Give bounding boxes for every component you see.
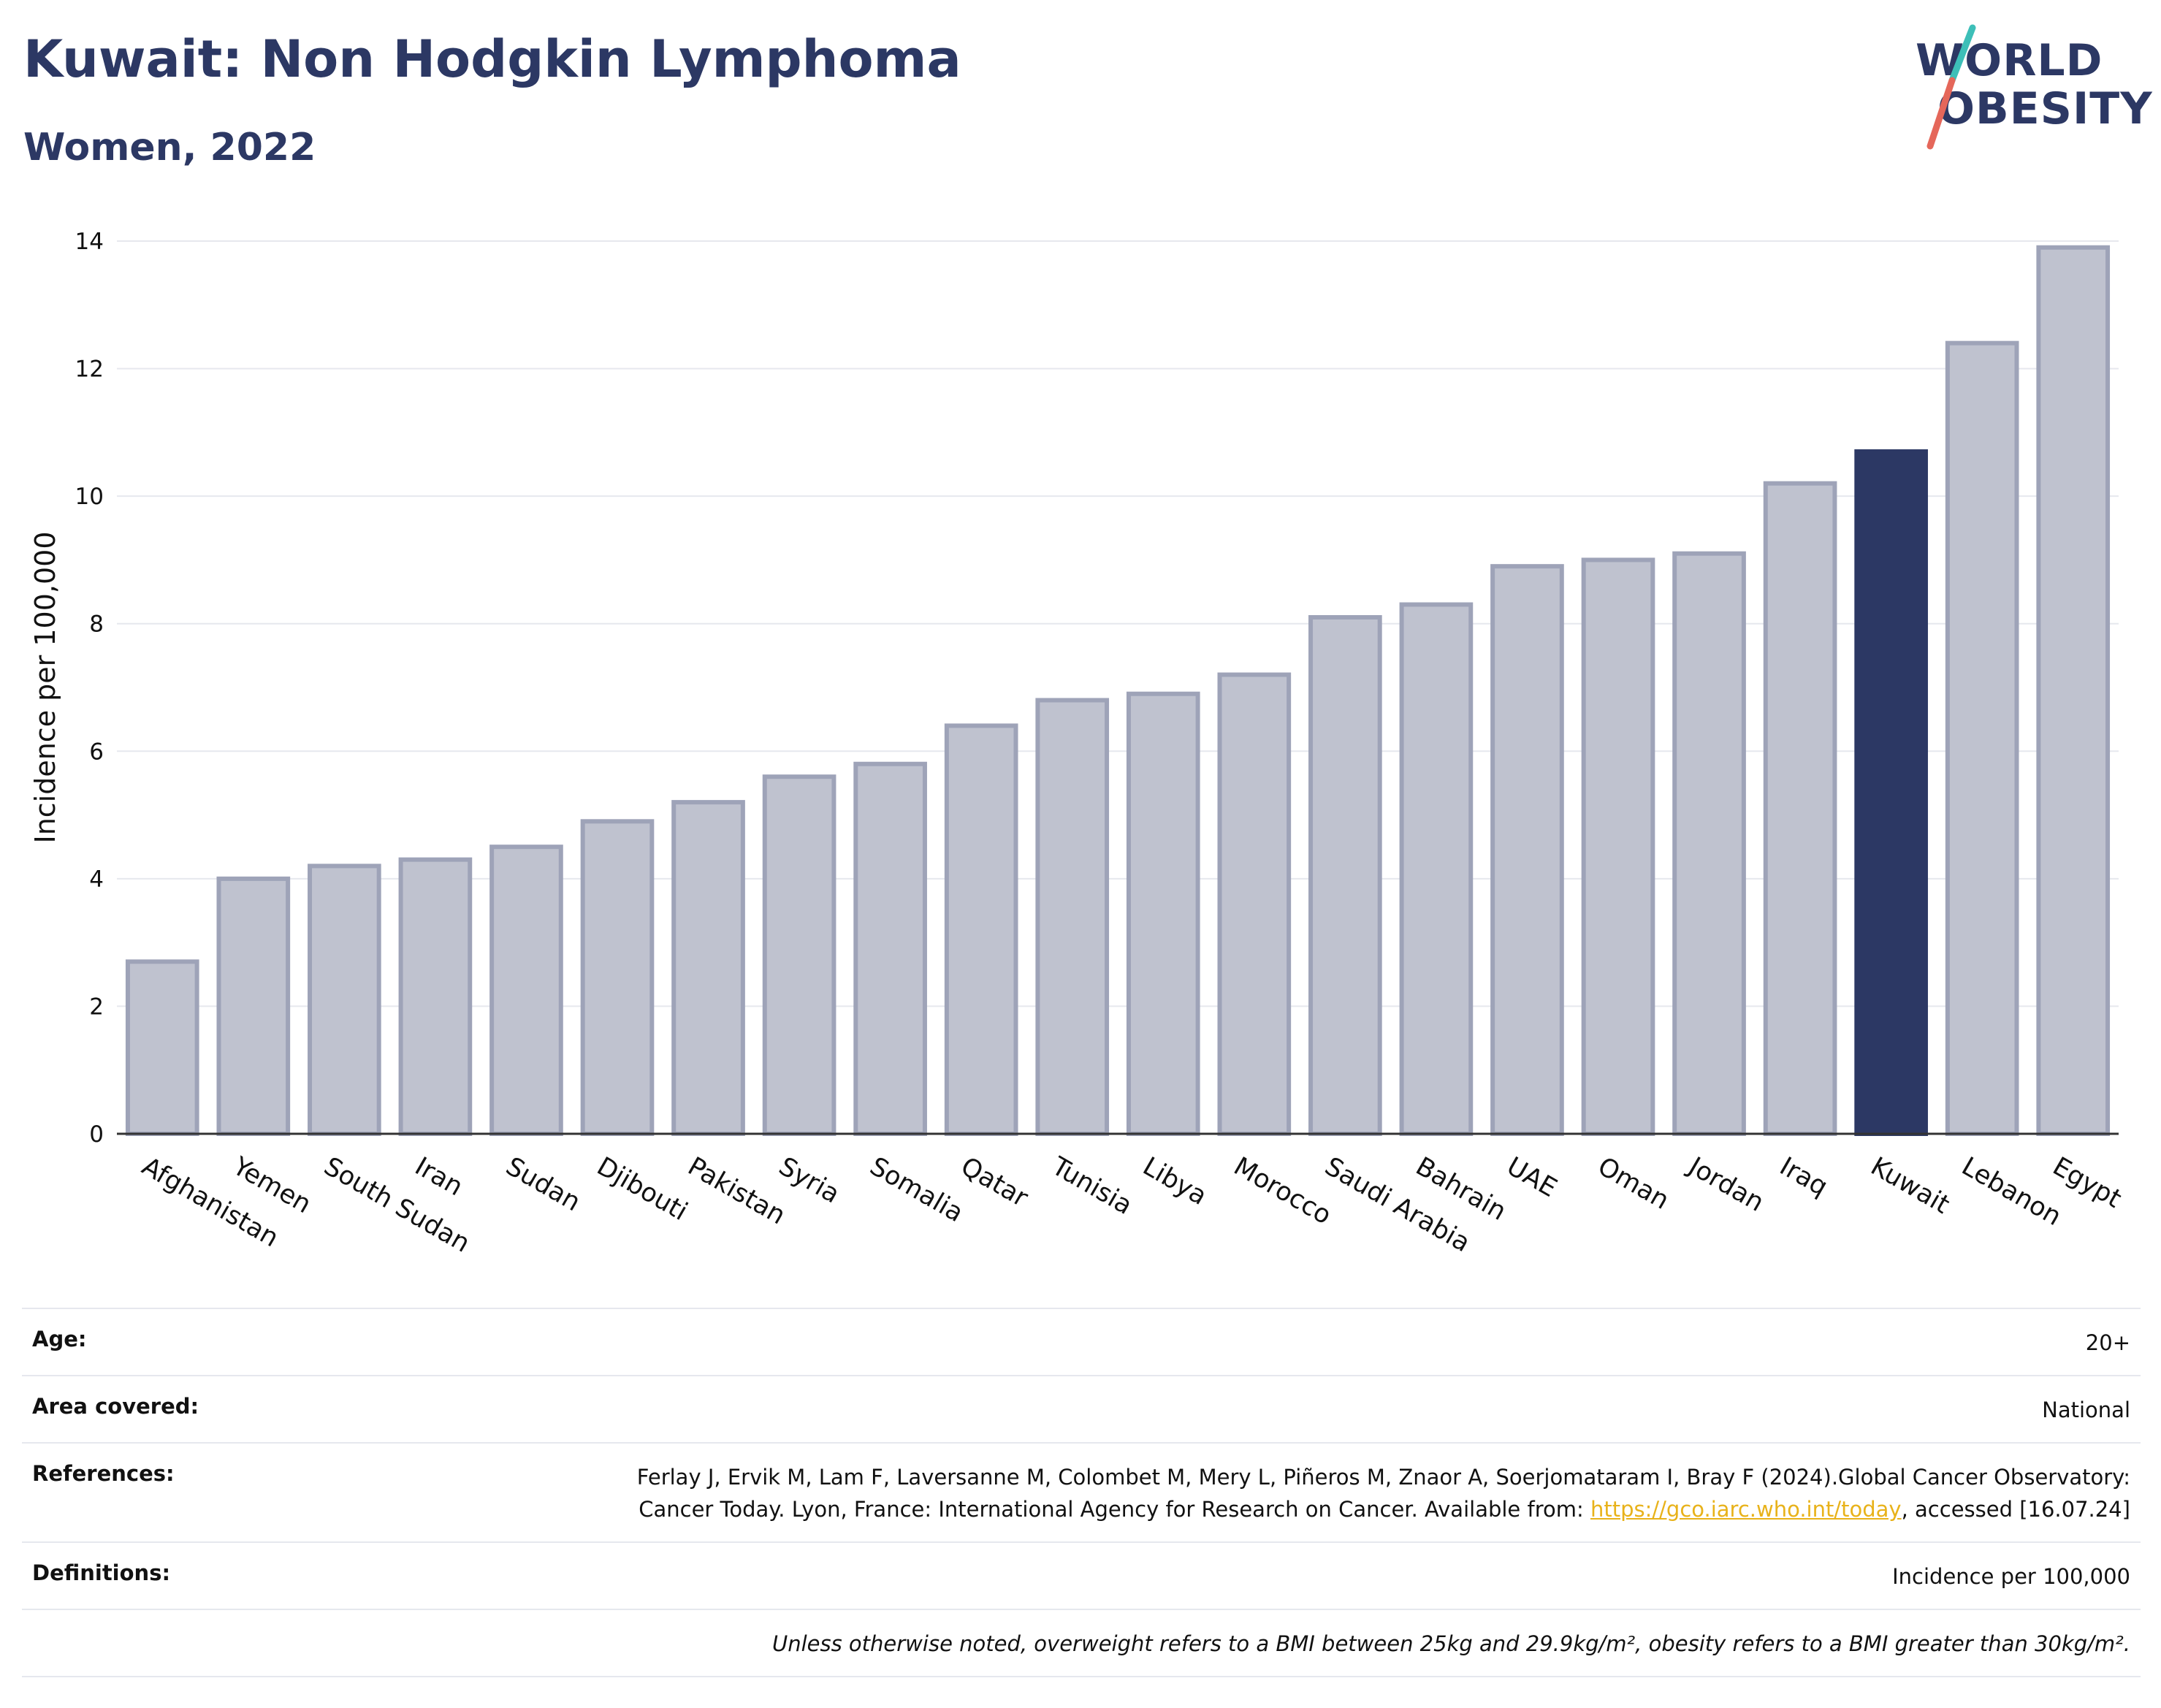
x-tick-label: Oman <box>1593 1152 1674 1216</box>
logo-slash-icon <box>1926 24 1976 150</box>
page-subtitle: Women, 2022 <box>23 126 316 169</box>
x-tick-label: Iran <box>410 1152 468 1202</box>
bar-kuwait <box>1854 449 1928 1136</box>
x-tick-label: Libya <box>1137 1152 1211 1211</box>
x-tick-label: Iraq <box>1775 1152 1832 1202</box>
y-tick-labels: 0 2 4 6 8 10 12 14 <box>75 229 104 1148</box>
bar-saudi-arabia <box>1308 614 1382 1136</box>
x-tick-label: Lebanon <box>1956 1152 2066 1232</box>
bar-somalia <box>853 761 927 1136</box>
bar-oman <box>1581 557 1655 1136</box>
age-label: Age: <box>32 1327 87 1351</box>
details-row-references: References: Ferlay J, Ervik M, Lam F, La… <box>22 1442 2141 1541</box>
x-tick-label: Qatar <box>956 1152 1033 1213</box>
y-tick-label: 12 <box>75 357 104 383</box>
details-row-area: Area covered: National <box>22 1375 2141 1442</box>
references-text: Ferlay J, Ervik M, Lam F, Laversanne M, … <box>636 1465 2130 1522</box>
bar-sudan <box>489 845 563 1136</box>
bar-south-sudan <box>308 863 381 1137</box>
world-obesity-logo: WORLD OBESITY <box>1899 22 2152 153</box>
logo-line-2: OBESITY <box>1937 83 2153 134</box>
bar-iran <box>398 857 473 1137</box>
bar-lebanon <box>1945 340 2019 1137</box>
chart-bars <box>125 245 2111 1137</box>
bar-jordan <box>1672 551 1746 1136</box>
bar-tunisia <box>1035 698 1110 1136</box>
details-table: Age: 20+ Area covered: National Referenc… <box>22 1308 2141 1677</box>
y-tick-label: 6 <box>89 739 104 765</box>
page-title: Kuwait: Non Hodgkin Lymphoma <box>23 29 961 89</box>
details-row-definitions: Definitions: Incidence per 100,000 <box>22 1541 2141 1609</box>
x-tick-label: Djibouti <box>592 1152 692 1227</box>
bar-qatar <box>944 723 1018 1136</box>
bar-pakistan <box>671 800 745 1136</box>
logo-line-1: WORLD <box>1916 35 2103 86</box>
x-tick-label: Syria <box>774 1152 845 1210</box>
references-label: References: <box>32 1461 175 1486</box>
bar-syria <box>762 774 836 1136</box>
x-tick-label: UAE <box>1502 1152 1562 1203</box>
y-tick-label: 2 <box>89 994 104 1020</box>
bmi-note: Unless otherwise noted, overweight refer… <box>771 1631 2130 1656</box>
bar-uae <box>1490 564 1564 1136</box>
x-tick-label: Tunisia <box>1046 1151 1137 1221</box>
x-tick-label: Sudan <box>501 1152 585 1218</box>
bar-djibouti <box>580 819 655 1136</box>
bar-yemen <box>216 876 291 1136</box>
bar-iraq <box>1763 481 1837 1136</box>
references-value: Ferlay J, Ervik M, Lam F, Laversanne M, … <box>560 1461 2130 1525</box>
references-link[interactable]: https://gco.iarc.who.int/today <box>1590 1497 1902 1522</box>
area-value: National <box>2042 1398 2130 1422</box>
bar-bahrain <box>1399 602 1474 1136</box>
x-tick-label: Somalia <box>865 1152 968 1229</box>
y-tick-label: 4 <box>89 866 104 893</box>
x-tick-label: Morocco <box>1229 1152 1336 1231</box>
details-row-age: Age: 20+ <box>22 1308 2141 1375</box>
references-accessed: , accessed [16.07.24] <box>1901 1497 2130 1522</box>
definitions-value: Incidence per 100,000 <box>1892 1564 2130 1589</box>
x-tick-label: Kuwait <box>1866 1152 1954 1220</box>
y-axis-title: Incidence per 100,000 <box>29 531 61 843</box>
area-label: Area covered: <box>32 1394 199 1419</box>
y-tick-label: 8 <box>89 611 104 638</box>
details-row-note: Unless otherwise noted, overweight refer… <box>22 1609 2141 1677</box>
x-tick-label: Jordan <box>1682 1151 1769 1218</box>
age-value: 20+ <box>2085 1330 2130 1355</box>
x-tick-label: Pakistan <box>683 1152 790 1231</box>
bar-morocco <box>1217 672 1292 1136</box>
y-tick-label: 0 <box>89 1121 104 1148</box>
bar-libya <box>1126 691 1200 1136</box>
definitions-label: Definitions: <box>32 1560 171 1585</box>
y-tick-label: 14 <box>75 229 104 255</box>
y-tick-label: 10 <box>75 484 104 510</box>
bar-egypt <box>2036 245 2111 1137</box>
bar-afghanistan <box>125 959 199 1137</box>
